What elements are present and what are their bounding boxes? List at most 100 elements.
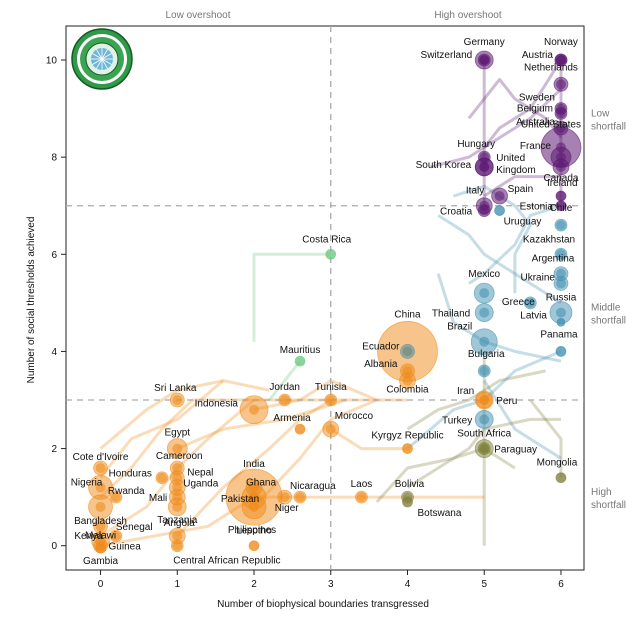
point-label-line: United <box>496 153 525 164</box>
point-label: Kyrgyz Republic <box>371 431 443 442</box>
point-label: France <box>520 141 552 152</box>
right-label-line: Low <box>591 108 610 119</box>
point-label: Latvia <box>520 310 547 321</box>
data-point-core <box>479 307 490 318</box>
point-label: South Korea <box>416 160 472 171</box>
plot-frame <box>65 25 585 571</box>
point-label: Canada <box>543 173 578 184</box>
point-label: Croatia <box>440 207 473 218</box>
right-label: High shortfall <box>591 487 626 511</box>
point-label: Estonia <box>520 202 554 213</box>
point-label: Uganda <box>183 478 218 489</box>
point-label: Indonesia <box>195 399 239 410</box>
data-point-core <box>479 161 490 172</box>
x-tick-label: 5 <box>481 579 487 590</box>
y-axis-label: Number of social thresholds achieved <box>26 217 37 384</box>
data-point-core <box>525 297 536 308</box>
data-point-core <box>555 307 566 318</box>
y-tick-label: 4 <box>51 347 57 358</box>
data-point-core <box>95 543 106 554</box>
trajectory-line <box>176 398 347 450</box>
logo-spoke <box>92 53 103 60</box>
right-label: Low shortfall <box>591 108 626 132</box>
data-point-core <box>402 365 413 376</box>
data-point-core <box>110 531 121 541</box>
data-point-core <box>555 161 566 172</box>
data-point-core <box>356 492 367 503</box>
point-label: Argentina <box>532 254 575 265</box>
logo-spoke <box>92 58 103 65</box>
point-label: Mauritius <box>280 345 321 356</box>
x-tick-label: 4 <box>405 579 411 590</box>
point-label: Senegal <box>116 522 153 533</box>
data-point-core <box>249 492 260 503</box>
point-label: Rwanda <box>108 486 145 497</box>
data-point-core <box>479 395 490 405</box>
data-point-core <box>555 268 566 279</box>
data-point-core <box>156 472 167 483</box>
point-label: Niger <box>275 503 300 514</box>
data-point-core <box>325 424 336 435</box>
data-point-core <box>325 249 336 260</box>
trajectory-line <box>329 427 408 451</box>
trajectory-line <box>253 379 378 412</box>
trajectory-line <box>100 495 485 548</box>
point-label: Egypt <box>164 428 190 439</box>
data-point-core <box>172 463 183 473</box>
point-label: Laos <box>351 479 373 490</box>
top-label-high-overshoot: High overshoot <box>434 10 501 21</box>
trajectory-line <box>437 214 562 305</box>
point-label: Thailand <box>432 309 470 320</box>
trajectory-line <box>252 252 331 342</box>
trajectory-line <box>453 184 532 294</box>
y-tick-label: 8 <box>51 153 57 164</box>
point-label: Belgium <box>517 103 553 114</box>
data-point-core <box>402 346 413 357</box>
y-tick-label: 0 <box>51 541 57 552</box>
data-point-core <box>555 79 566 90</box>
logo-spoke <box>101 49 108 60</box>
point-label: Uruguay <box>504 217 542 228</box>
data-point-core <box>95 482 106 493</box>
point-label: Hungary <box>457 139 495 150</box>
plot-border <box>65 25 585 571</box>
data-point-core <box>555 108 566 119</box>
point-label: Malawi <box>85 530 116 541</box>
data-point-core <box>402 443 413 454</box>
data-point-core <box>172 531 183 541</box>
data-point-core <box>494 205 505 216</box>
data-point-core <box>555 123 566 133</box>
data-point-core <box>172 492 183 503</box>
axes: 0 1 2 3 4 5 6 0 2 4 6 8 10 <box>46 56 564 591</box>
trajectory-line <box>430 88 563 169</box>
point-label: Italy <box>466 186 484 197</box>
point-label: Botswana <box>417 508 461 519</box>
trajectory-line <box>176 398 332 538</box>
data-point-core <box>555 200 566 211</box>
trajectory-line <box>482 379 562 460</box>
data-point-core <box>172 540 183 551</box>
point-label: Nigeria <box>71 477 103 488</box>
point-label: Philippines <box>228 525 276 536</box>
point-label: India <box>243 459 265 470</box>
doughnut-logo-icon <box>71 28 133 90</box>
data-point-core <box>172 501 183 512</box>
point-label: Kazakhstan <box>523 234 575 245</box>
point-label: Mali <box>149 493 167 504</box>
x-tick-label: 6 <box>558 579 564 590</box>
data-point-core <box>110 492 121 503</box>
point-label: Ireland <box>547 178 578 189</box>
data-point-core <box>555 55 566 65</box>
point-label: South Africa <box>457 429 511 440</box>
point-label: Nepal <box>187 468 213 479</box>
point-label: United Kingdom <box>496 153 535 176</box>
point-label: Switzerland <box>421 50 473 61</box>
data-point-core <box>479 443 490 454</box>
point-label: Gambia <box>83 556 118 567</box>
trajectory-line <box>483 175 561 198</box>
top-label-low-overshoot: Low overshoot <box>165 10 230 21</box>
point-label: Austria <box>522 50 554 61</box>
data-point-core <box>555 278 566 289</box>
